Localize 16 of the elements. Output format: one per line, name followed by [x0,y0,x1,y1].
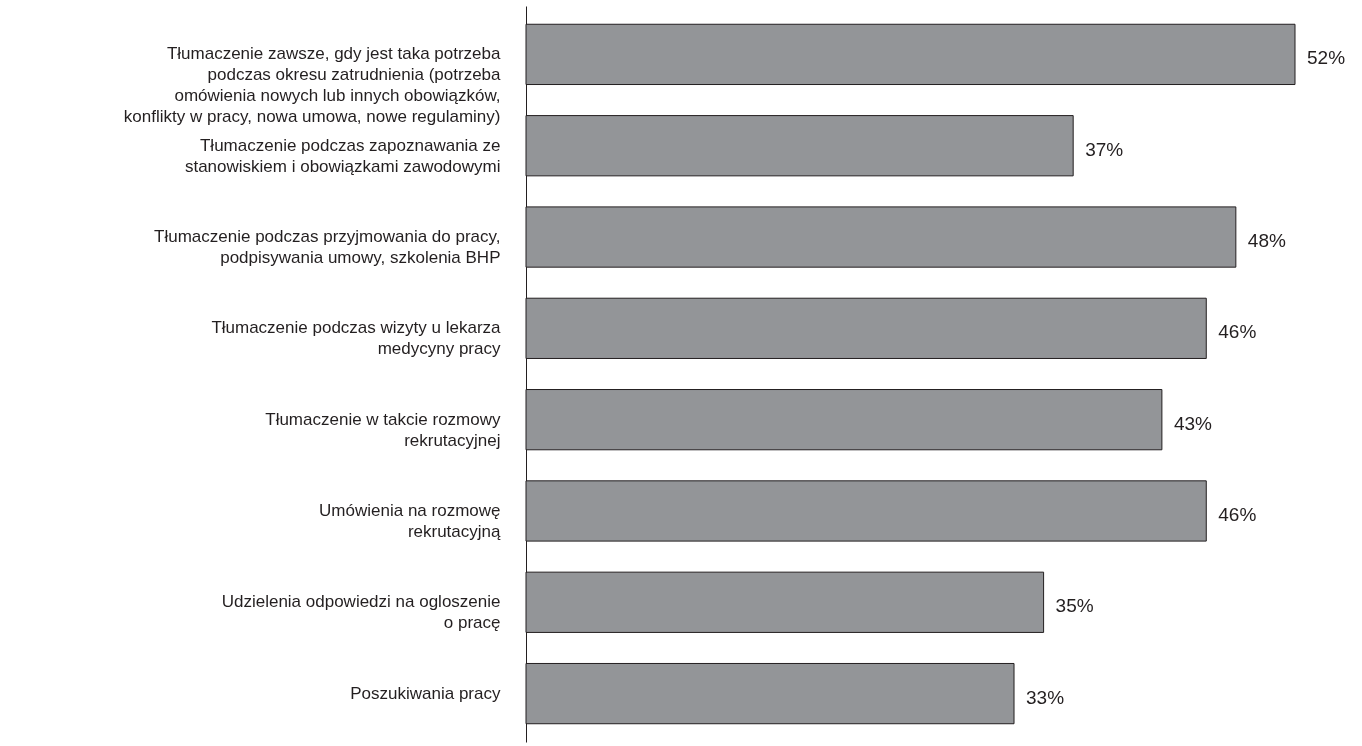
data-label: 35% [1055,595,1094,617]
data-label: 33% [1026,686,1065,708]
data-label: 48% [1247,230,1286,252]
data-label: 52% [1307,47,1346,69]
y-tick-label: Poszukiwania pracy [350,683,501,703]
y-tick-label: Tłumaczenie podczas zapoznawania ze stanowiskiem i obowiązkami zawodowymi [184,135,501,176]
data-label: 43% [1173,412,1213,434]
data-label: 46% [1218,321,1257,343]
y-tick-label: Umówienia na rozmowę rekrutacyjną [319,500,502,541]
y-tick-label: Tłumaczenie w takcie rozmowy rekrutacyjnej [265,409,501,450]
y-tick-label: Tłumaczenie podczas wizyty u lekarza medycyny pracy [211,318,502,359]
y-tick-label: Tłumaczenie zawsze, gdy jest taka potrzeba podczas okresu zatrudnienia (potrzeba omówienia nowych lub innych obowiązków, konflikty w pracy, nowa umowa, nowe regulaminy) [123,44,502,127]
data-label: 37% [1085,138,1124,160]
y-tick-label: Udzielenia odpowiedzi na ogloszenie o pracę [221,592,501,633]
data-label: 46% [1218,503,1257,525]
y-tick-label: Tłumaczenie podczas przyjmowania do pracy, podpisywania umowy, szkolenia BHP [154,227,501,268]
